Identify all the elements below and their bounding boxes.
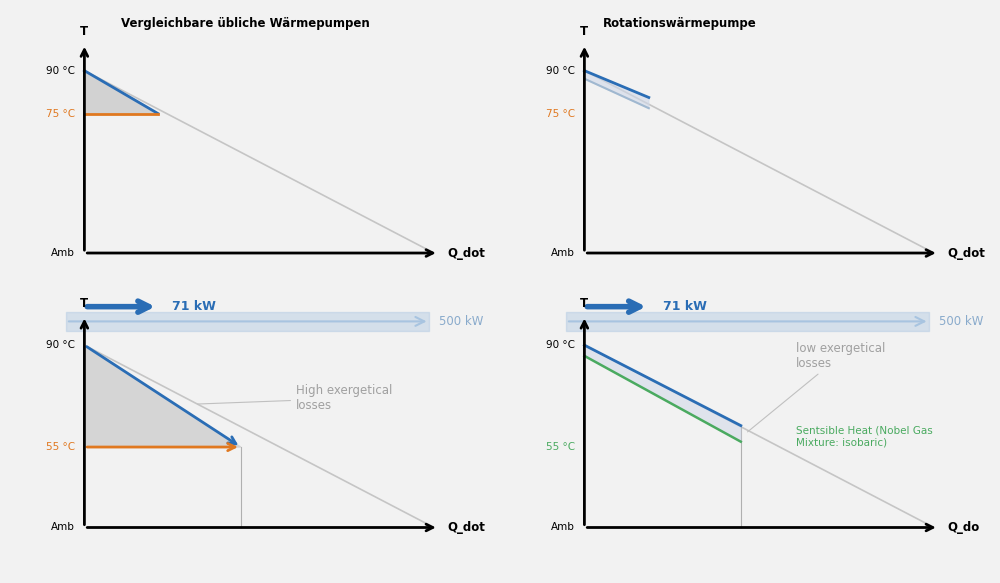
Text: T: T xyxy=(80,297,88,310)
Text: 71 kW: 71 kW xyxy=(663,300,706,313)
Text: T: T xyxy=(580,297,588,310)
Polygon shape xyxy=(84,345,241,447)
Text: 500 kW: 500 kW xyxy=(939,315,983,328)
Text: Amb: Amb xyxy=(551,248,575,258)
Text: low exergetical
losses: low exergetical losses xyxy=(748,342,885,432)
Text: Vergleichbare übliche Wärmepumpen: Vergleichbare übliche Wärmepumpen xyxy=(121,17,370,30)
Text: High exergetical
losses: High exergetical losses xyxy=(198,385,392,413)
Polygon shape xyxy=(584,71,649,108)
Text: Q_dot: Q_dot xyxy=(948,247,986,259)
Text: Amb: Amb xyxy=(51,248,75,258)
Text: Rotationswärmepumpe: Rotationswärmepumpe xyxy=(603,17,757,30)
Text: Amb: Amb xyxy=(51,522,75,532)
Polygon shape xyxy=(584,345,741,442)
Text: 71 kW: 71 kW xyxy=(172,300,216,313)
Text: Q_do: Q_do xyxy=(948,521,980,534)
Text: T: T xyxy=(80,26,88,38)
Text: Sentsible Heat (Nobel Gas
Mixture: isobaric): Sentsible Heat (Nobel Gas Mixture: isoba… xyxy=(796,426,933,447)
Text: 55 °C: 55 °C xyxy=(546,442,575,452)
Text: 90 °C: 90 °C xyxy=(46,66,75,76)
Text: 90 °C: 90 °C xyxy=(546,66,575,76)
Text: Amb: Amb xyxy=(551,522,575,532)
Text: 75 °C: 75 °C xyxy=(46,108,75,118)
Text: 90 °C: 90 °C xyxy=(546,340,575,350)
Text: T: T xyxy=(580,26,588,38)
Polygon shape xyxy=(84,71,158,114)
Text: 55 °C: 55 °C xyxy=(46,442,75,452)
Text: 90 °C: 90 °C xyxy=(46,340,75,350)
Text: 75 °C: 75 °C xyxy=(546,108,575,118)
Text: 500 kW: 500 kW xyxy=(439,315,483,328)
Text: Q_dot: Q_dot xyxy=(448,247,486,259)
Text: Q_dot: Q_dot xyxy=(448,521,486,534)
